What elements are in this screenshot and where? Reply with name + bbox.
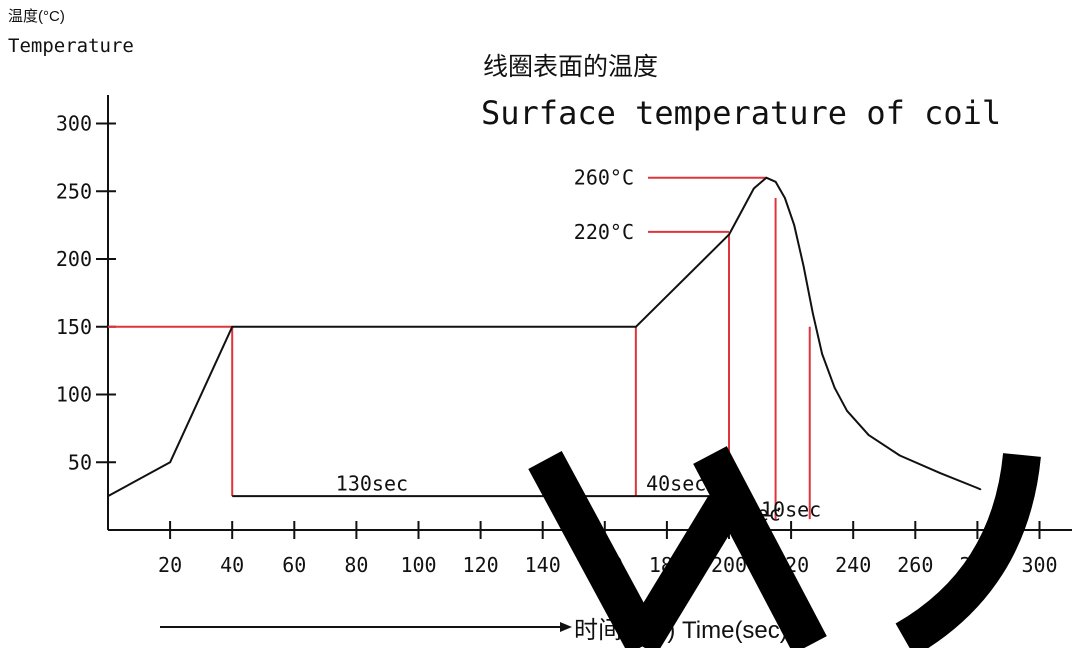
data-point — [774, 180, 777, 183]
series-group — [107, 176, 982, 497]
data-point — [784, 197, 786, 199]
interval-label: 130sec — [336, 472, 408, 496]
data-point — [939, 472, 941, 474]
time-arrow-head-icon — [560, 622, 572, 632]
x-tick-label: 200 — [711, 553, 747, 577]
x-tick-label: 260 — [897, 553, 933, 577]
data-point — [812, 312, 814, 315]
reference-lines: 260°C 220°C — [108, 166, 811, 530]
x-tick-label: 20 — [158, 553, 182, 577]
data-point — [753, 187, 755, 190]
data-point — [728, 233, 730, 236]
data-point — [976, 487, 979, 489]
watermark-logo — [528, 446, 1041, 648]
data-point — [867, 434, 870, 436]
x-tick-label: 140 — [525, 553, 561, 577]
data-point — [821, 353, 823, 355]
data-point — [898, 454, 901, 457]
data-point — [169, 461, 171, 464]
data-point — [635, 325, 637, 328]
y-axis-label-cn: 温度(°C) — [8, 8, 65, 25]
x-tick-label: 40 — [220, 553, 244, 577]
chart-title-cn: 线圈表面的温度 — [483, 53, 658, 81]
x-tick-label: 80 — [344, 553, 368, 577]
data-point — [740, 210, 743, 213]
data-point — [979, 488, 982, 491]
data-point — [107, 495, 109, 497]
x-tick-label: 240 — [835, 553, 871, 577]
x-tick-label: 100 — [400, 553, 436, 577]
chart-title-en: Surface temperature of coil — [481, 94, 1001, 132]
data-point — [765, 176, 768, 179]
data-point — [793, 224, 796, 226]
y-tick-label: 50 — [68, 450, 92, 474]
y-tick-label: 150 — [56, 315, 92, 339]
y-tick-label: 100 — [56, 383, 92, 407]
data-point — [846, 409, 848, 412]
y-tick-label: 300 — [56, 112, 92, 136]
reference-label-220: 220°C — [574, 220, 634, 244]
y-ticks: 50 100 150 200 250 300 — [56, 112, 116, 474]
y-tick-label: 200 — [56, 247, 92, 271]
interval-label: 10sec — [761, 497, 821, 521]
interval-label: 40sec — [646, 472, 706, 496]
x-tick-label: 60 — [282, 553, 306, 577]
x-tick-label: 120 — [463, 553, 499, 577]
data-point — [833, 386, 836, 389]
data-point — [231, 325, 233, 328]
data-point — [802, 264, 805, 267]
reference-label-260: 260°C — [574, 166, 634, 190]
temperature-curve — [107, 176, 981, 497]
x-tick-label: 300 — [1021, 553, 1057, 577]
y-axis-label-en: Temperature — [8, 35, 134, 57]
x-axis-label: 时间(sec) Time(sec) — [574, 617, 788, 644]
y-tick-label: 250 — [56, 179, 92, 203]
